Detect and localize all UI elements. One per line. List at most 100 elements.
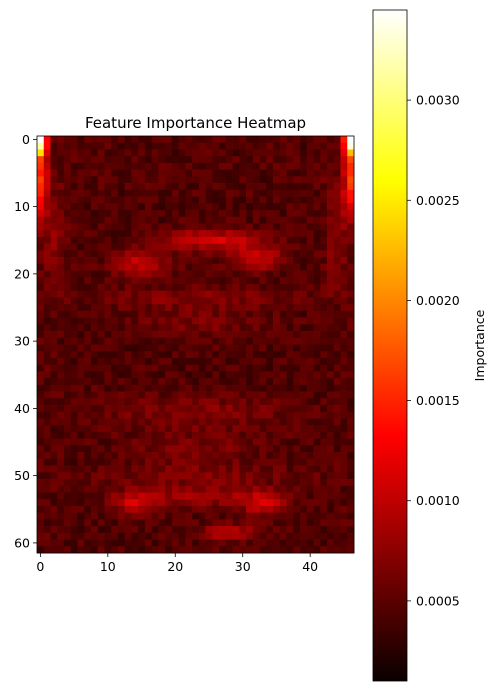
- heatmap-cell: [124, 539, 132, 547]
- heatmap-cell: [266, 485, 274, 493]
- heatmap-cell: [158, 304, 166, 312]
- heatmap-cell: [279, 136, 287, 144]
- heatmap-cell: [313, 176, 321, 184]
- heatmap-cell: [205, 519, 213, 527]
- heatmap-cell: [266, 371, 274, 379]
- heatmap-cell: [63, 519, 72, 527]
- heatmap-cell: [327, 344, 335, 352]
- heatmap-cell: [252, 277, 260, 285]
- heatmap-cell: [320, 357, 328, 366]
- heatmap-cell: [246, 445, 254, 453]
- heatmap-cell: [131, 290, 139, 298]
- heatmap-cell: [37, 546, 45, 554]
- heatmap-cell: [300, 277, 308, 285]
- heatmap-cell: [232, 384, 240, 392]
- heatmap-cell: [192, 183, 200, 191]
- heatmap-cell: [151, 149, 159, 157]
- heatmap-cell: [171, 425, 179, 433]
- heatmap-cell: [178, 351, 186, 359]
- heatmap-cell: [90, 364, 99, 372]
- heatmap-cell: [144, 472, 152, 480]
- heatmap-cell: [212, 351, 220, 359]
- heatmap-cell: [266, 519, 274, 527]
- heatmap-cell: [327, 539, 335, 547]
- heatmap-cell: [259, 526, 267, 534]
- heatmap-cell: [232, 277, 240, 285]
- heatmap-cell: [43, 196, 51, 204]
- heatmap-cell: [117, 183, 126, 191]
- heatmap-cell: [347, 445, 355, 453]
- heatmap-cell: [273, 297, 281, 305]
- heatmap-cell: [43, 189, 51, 197]
- heatmap-cell: [293, 223, 301, 231]
- heatmap-cell: [279, 344, 287, 352]
- heatmap-cell: [63, 505, 72, 513]
- heatmap-cell: [104, 216, 112, 224]
- heatmap-cell: [104, 176, 112, 184]
- heatmap-cell: [131, 136, 139, 144]
- heatmap-cell: [171, 230, 179, 238]
- heatmap-cell: [63, 378, 72, 386]
- heatmap-cell: [84, 216, 92, 224]
- heatmap-cell: [131, 142, 139, 150]
- heatmap-cell: [151, 505, 159, 513]
- heatmap-cell: [239, 136, 247, 144]
- heatmap-cell: [219, 398, 227, 406]
- heatmap-cell: [151, 250, 159, 258]
- heatmap-cell: [300, 149, 308, 157]
- heatmap-cell: [171, 539, 179, 547]
- heatmap-cell: [178, 344, 186, 352]
- heatmap-cell: [252, 378, 260, 386]
- heatmap-cell: [252, 162, 260, 170]
- heatmap-cell: [266, 263, 274, 271]
- heatmap-cell: [171, 317, 179, 325]
- heatmap-cell: [239, 176, 247, 184]
- heatmap-cell: [273, 458, 281, 466]
- heatmap-cell: [117, 492, 126, 500]
- heatmap-cell: [124, 378, 132, 386]
- heatmap-cell: [90, 465, 99, 473]
- heatmap-cell: [104, 136, 112, 144]
- heatmap-cell: [198, 304, 206, 312]
- heatmap-cell: [252, 169, 260, 177]
- heatmap-cell: [104, 499, 112, 507]
- heatmap-cell: [252, 230, 260, 238]
- heatmap-cell: [198, 411, 206, 419]
- heatmap-cell: [232, 465, 240, 473]
- heatmap-cell: [286, 384, 294, 392]
- heatmap-cell: [306, 162, 314, 170]
- heatmap-cell: [232, 216, 240, 224]
- heatmap-cell: [158, 149, 166, 157]
- heatmap-cell: [246, 425, 254, 433]
- heatmap-cell: [117, 310, 126, 318]
- heatmap-cell: [151, 257, 159, 265]
- heatmap-cell: [313, 196, 321, 204]
- heatmap-cell: [259, 149, 267, 157]
- heatmap-cell: [347, 189, 355, 197]
- heatmap-cell: [104, 270, 112, 278]
- heatmap-cell: [171, 337, 179, 345]
- heatmap-cell: [97, 418, 105, 426]
- heatmap-cell: [37, 425, 45, 433]
- heatmap-cell: [313, 519, 321, 527]
- heatmap-cell: [77, 472, 85, 480]
- heatmap-cell: [232, 357, 240, 366]
- heatmap-cell: [259, 351, 267, 359]
- heatmap-cell: [37, 492, 45, 500]
- heatmap-cell: [70, 223, 78, 231]
- heatmap-cell: [327, 546, 335, 554]
- heatmap-cell: [225, 411, 233, 419]
- heatmap-cell: [286, 337, 294, 345]
- heatmap-cell: [124, 283, 132, 292]
- heatmap-cell: [70, 257, 78, 265]
- heatmap-cell: [97, 162, 105, 170]
- heatmap-cell: [198, 519, 206, 527]
- heatmap-cell: [198, 156, 206, 164]
- heatmap-cell: [313, 485, 321, 493]
- heatmap-cell: [43, 492, 51, 500]
- heatmap-cell: [151, 337, 159, 345]
- heatmap-cell: [259, 176, 267, 184]
- heatmap-cell: [198, 162, 206, 170]
- heatmap-cell: [212, 479, 220, 487]
- heatmap-cell: [138, 485, 146, 493]
